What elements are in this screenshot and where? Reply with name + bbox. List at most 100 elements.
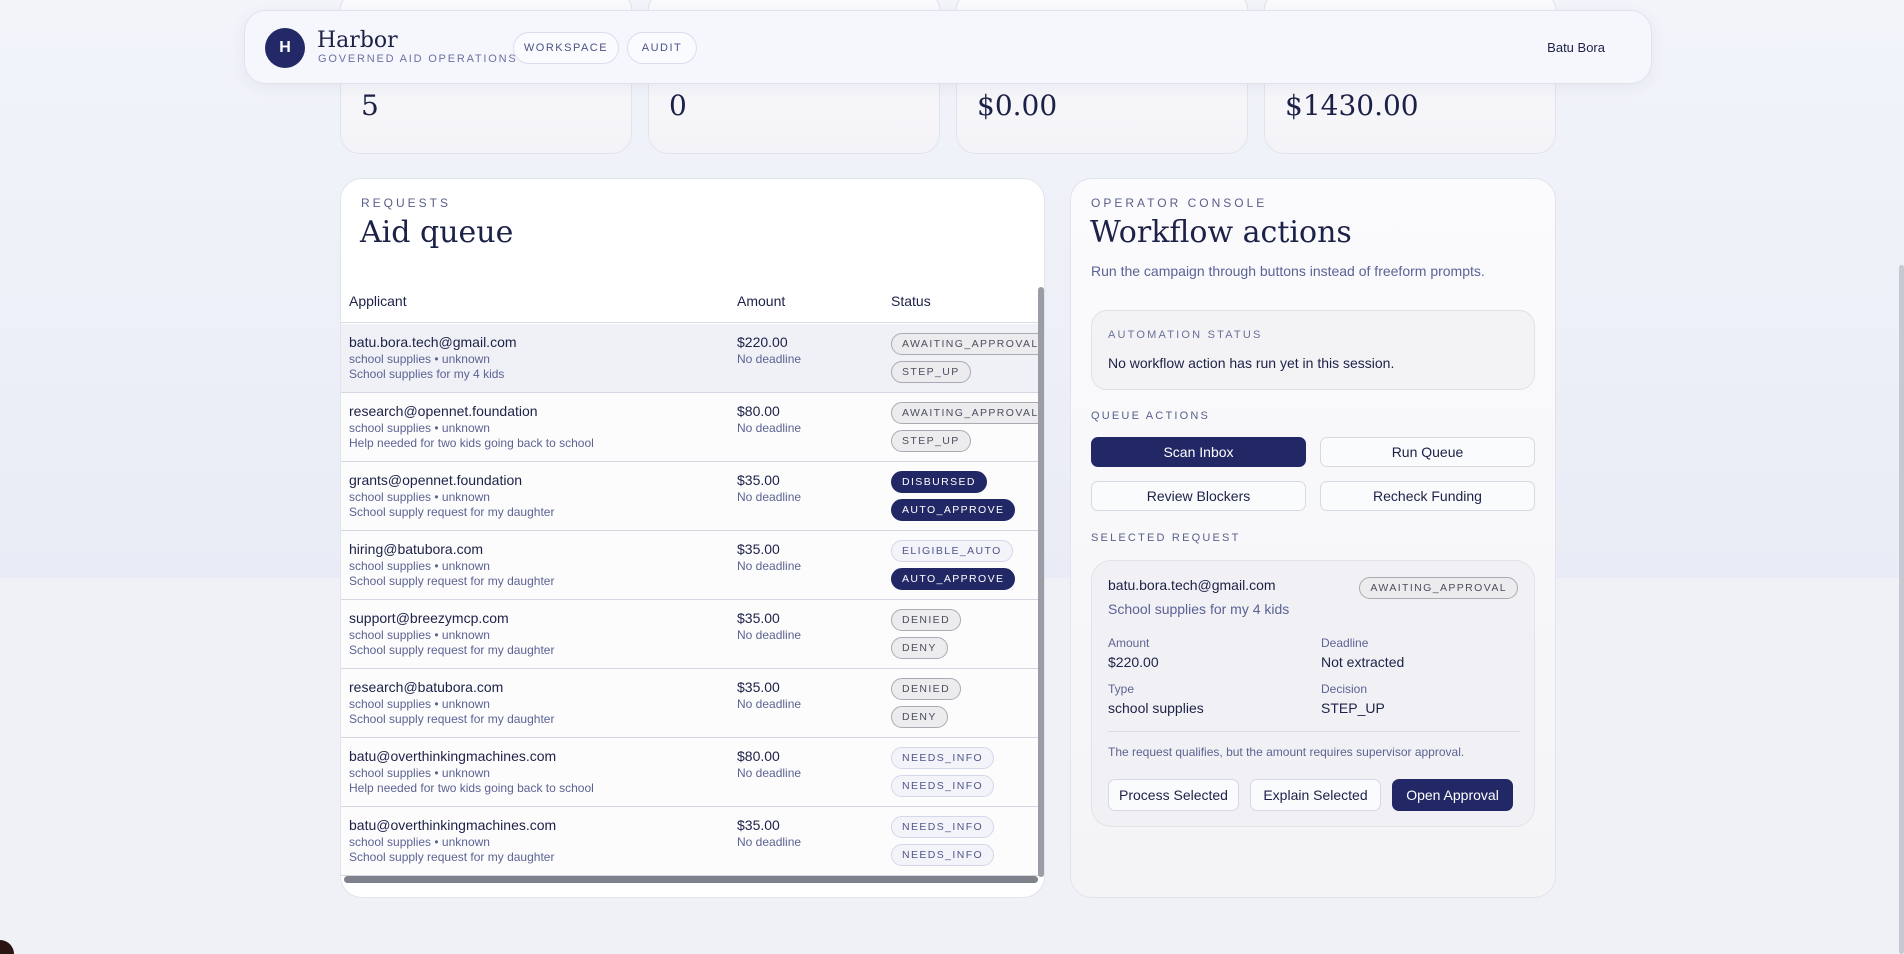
- deadline-label: Deadline: [1321, 636, 1369, 650]
- user-name[interactable]: Batu Bora: [1547, 40, 1605, 55]
- request-amount: $35.00: [737, 472, 780, 488]
- column-status[interactable]: Status: [891, 293, 931, 309]
- status-badge: AWAITING_APPROVAL: [891, 402, 1044, 424]
- stat-value: $1430.00: [1285, 89, 1419, 122]
- run-queue-button[interactable]: Run Queue: [1320, 437, 1535, 467]
- deadline-value: Not extracted: [1321, 654, 1405, 670]
- table-row[interactable]: support@breezymcp.com school supplies • u…: [341, 600, 1044, 669]
- review-blockers-button[interactable]: Review Blockers: [1091, 481, 1306, 511]
- applicant-email: hiring@batubora.com: [349, 541, 484, 557]
- applicant-email: batu@overthinkingmachines.com: [349, 748, 557, 764]
- type-value: school supplies: [1108, 700, 1204, 716]
- stat-value: 0: [669, 89, 687, 122]
- brand-name: Harbor: [317, 28, 398, 53]
- table-row[interactable]: research@opennet.foundation school suppli…: [341, 393, 1044, 462]
- applicant-email: research@batubora.com: [349, 679, 504, 695]
- decision-badge: NEEDS_INFO: [891, 844, 995, 866]
- request-amount: $35.00: [737, 541, 780, 557]
- table-row[interactable]: batu.bora.tech@gmail.com school supplies …: [341, 324, 1044, 393]
- applicant-email: research@opennet.foundation: [349, 403, 538, 419]
- applicant-email: batu@overthinkingmachines.com: [349, 817, 557, 833]
- decision-badge: DENY: [891, 706, 948, 728]
- request-deadline: No deadline: [737, 559, 802, 573]
- request-note: Help needed for two kids going back to s…: [349, 436, 594, 450]
- request-amount: $35.00: [737, 679, 780, 695]
- decision-value: STEP_UP: [1321, 700, 1385, 716]
- status-badge: DENIED: [891, 609, 962, 631]
- table-header: Applicant Amount Status: [341, 281, 1044, 323]
- process-selected-button[interactable]: Process Selected: [1108, 779, 1239, 811]
- request-meta: school supplies • unknown: [349, 835, 490, 849]
- requests-panel: REQUESTS Aid queue Applicant Amount Stat…: [340, 178, 1045, 898]
- selected-note: School supplies for my 4 kids: [1108, 601, 1290, 617]
- request-amount: $220.00: [737, 334, 788, 350]
- selected-request-card: batu.bora.tech@gmail.com School supplies…: [1091, 560, 1535, 827]
- table-row[interactable]: batu@overthinkingmachines.com school supp…: [341, 738, 1044, 807]
- open-approval-button[interactable]: Open Approval: [1392, 779, 1513, 811]
- status-badge: DISBURSED: [891, 471, 987, 493]
- decision-badge: DENY: [891, 637, 948, 659]
- automation-status-text: No workflow action has run yet in this s…: [1108, 355, 1395, 371]
- decision-badge: AUTO_APPROVE: [891, 499, 1016, 521]
- decision-message: The request qualifies, but the amount re…: [1108, 745, 1465, 759]
- status-badge: NEEDS_INFO: [891, 816, 995, 838]
- automation-status-label: AUTOMATION STATUS: [1108, 329, 1263, 341]
- request-deadline: No deadline: [737, 352, 802, 366]
- request-deadline: No deadline: [737, 766, 802, 780]
- column-amount[interactable]: Amount: [737, 293, 786, 309]
- decision-badge: NEEDS_INFO: [891, 775, 995, 797]
- request-note: School supply request for my daughter: [349, 505, 555, 519]
- scan-inbox-button[interactable]: Scan Inbox: [1091, 437, 1306, 467]
- request-amount: $35.00: [737, 817, 780, 833]
- request-amount: $80.00: [737, 403, 780, 419]
- request-note: School supply request for my daughter: [349, 850, 555, 864]
- nav-audit[interactable]: AUDIT: [627, 32, 697, 64]
- table-row[interactable]: batu@overthinkingmachines.com school supp…: [341, 807, 1044, 876]
- amount-label: Amount: [1108, 636, 1150, 650]
- selected-status-badge: AWAITING_APPROVAL: [1359, 577, 1518, 599]
- operator-console: OPERATOR CONSOLE Workflow actions Run th…: [1070, 178, 1556, 898]
- request-note: School supply request for my daughter: [349, 712, 555, 726]
- nav-workspace[interactable]: WORKSPACE: [513, 32, 619, 64]
- request-note: School supply request for my daughter: [349, 574, 555, 588]
- table-row[interactable]: hiring@batubora.com school supplies • unk…: [341, 531, 1044, 600]
- request-deadline: No deadline: [737, 697, 802, 711]
- table-row[interactable]: grants@opennet.foundation school supplies…: [341, 462, 1044, 531]
- status-badge: ELIGIBLE_AUTO: [891, 540, 1013, 562]
- status-badge: AWAITING_APPROVAL: [891, 333, 1044, 355]
- table-horizontal-scrollbar[interactable]: [344, 876, 1038, 883]
- status-badge: NEEDS_INFO: [891, 747, 995, 769]
- request-deadline: No deadline: [737, 628, 802, 642]
- request-deadline: No deadline: [737, 490, 802, 504]
- automation-status-box: AUTOMATION STATUS No workflow action has…: [1091, 310, 1535, 390]
- page-scrollbar[interactable]: [1899, 265, 1904, 954]
- request-meta: school supplies • unknown: [349, 352, 490, 366]
- applicant-email: support@breezymcp.com: [349, 610, 509, 626]
- request-meta: school supplies • unknown: [349, 766, 490, 780]
- request-deadline: No deadline: [737, 835, 802, 849]
- recheck-funding-button[interactable]: Recheck Funding: [1320, 481, 1535, 511]
- request-note: School supply request for my daughter: [349, 643, 555, 657]
- request-meta: school supplies • unknown: [349, 559, 490, 573]
- column-applicant[interactable]: Applicant: [349, 293, 407, 309]
- decision-label: Decision: [1321, 682, 1368, 696]
- request-amount: $35.00: [737, 610, 780, 626]
- status-badge: DENIED: [891, 678, 962, 700]
- type-label: Type: [1108, 682, 1135, 696]
- request-note: School supplies for my 4 kids: [349, 367, 505, 381]
- selected-email: batu.bora.tech@gmail.com: [1108, 577, 1276, 593]
- table-vertical-scrollbar[interactable]: [1038, 287, 1044, 877]
- stat-value: $0.00: [977, 89, 1058, 122]
- table-row[interactable]: research@batubora.com school supplies • u…: [341, 669, 1044, 738]
- decision-badge: STEP_UP: [891, 430, 971, 452]
- console-title: Workflow actions: [1090, 215, 1352, 250]
- request-deadline: No deadline: [737, 421, 802, 435]
- decision-badge: STEP_UP: [891, 361, 971, 383]
- request-note: Help needed for two kids going back to s…: [349, 781, 594, 795]
- explain-selected-button[interactable]: Explain Selected: [1250, 779, 1381, 811]
- amount-value: $220.00: [1108, 654, 1159, 670]
- brand-tagline: GOVERNED AID OPERATIONS: [318, 53, 518, 65]
- console-subtitle: Run the campaign through buttons instead…: [1091, 263, 1485, 279]
- logo-avatar[interactable]: H: [265, 28, 305, 68]
- stat-value: 5: [361, 89, 379, 122]
